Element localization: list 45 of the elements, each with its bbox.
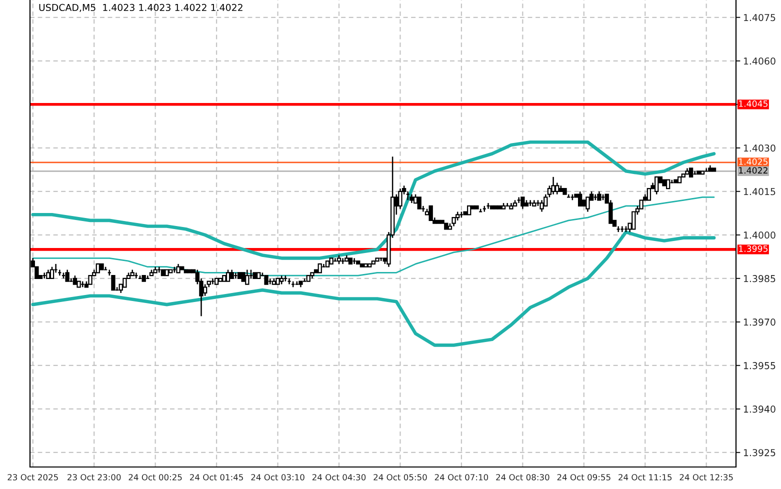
x-tick-label: 24 Oct 00:25	[128, 474, 182, 480]
y-tick-label: 1.3940	[744, 406, 776, 413]
x-tick-label: 24 Oct 04:30	[312, 474, 366, 480]
candlestick	[654, 176, 659, 195]
x-tick-label: 24 Oct 09:55	[557, 474, 610, 480]
y-tick-label: 1.4060	[744, 57, 776, 65]
y-tick-label: 1.4000	[744, 232, 776, 239]
candlestick	[555, 182, 560, 195]
candlestick	[50, 266, 54, 280]
candlestick	[428, 205, 433, 221]
candlestick	[245, 269, 250, 285]
y-tick-label: 1.3985	[744, 275, 776, 282]
x-tick-label: 23 Oct 23:00	[68, 474, 121, 480]
x-tick-label: 24 Oct 05:50	[374, 474, 427, 480]
x-tick-label: 24 Oct 11:15	[618, 474, 672, 480]
candlestick	[202, 284, 208, 296]
candlestick	[417, 196, 422, 210]
y-tick-label: 1.3970	[744, 318, 776, 326]
y-tick-label: 1.4030	[744, 144, 776, 152]
candlestick	[540, 200, 544, 212]
candlestick	[65, 269, 70, 282]
candlestick	[578, 190, 582, 207]
candlestick	[551, 176, 556, 195]
candlestick	[226, 269, 230, 282]
y-tick-label: 1.3925	[744, 449, 776, 456]
x-tick-label: 24 Oct 01:45	[190, 474, 243, 480]
x-tick-label: 24 Oct 08:30	[496, 474, 550, 480]
y-tick-label: 1.3955	[744, 362, 776, 370]
line-series	[31, 230, 716, 347]
ref-line-label: 1.4025	[739, 158, 768, 165]
y-tick-label: 1.4015	[744, 188, 776, 196]
candlestick	[646, 188, 652, 201]
candlestick	[520, 196, 525, 210]
x-tick-label: 23 Oct 2025	[8, 474, 58, 480]
x-tick-label: 24 Oct 07:10	[434, 474, 488, 480]
ref-line-label: 1.3995	[739, 245, 768, 252]
candlestick	[586, 196, 590, 212]
ref-line-label: 1.4022	[739, 167, 768, 174]
x-tick-label: 24 Oct 12:35	[680, 474, 733, 480]
chart-title: USDCAD,M5 1.4023 1.4023 1.4022 1.4022	[39, 4, 242, 12]
line-series	[32, 196, 715, 276]
x-tick-label: 24 Oct 03:10	[251, 474, 304, 480]
ref-line-label: 1.4045	[739, 100, 768, 107]
y-tick-label: 1.4075	[744, 14, 776, 22]
line-series	[31, 140, 716, 260]
